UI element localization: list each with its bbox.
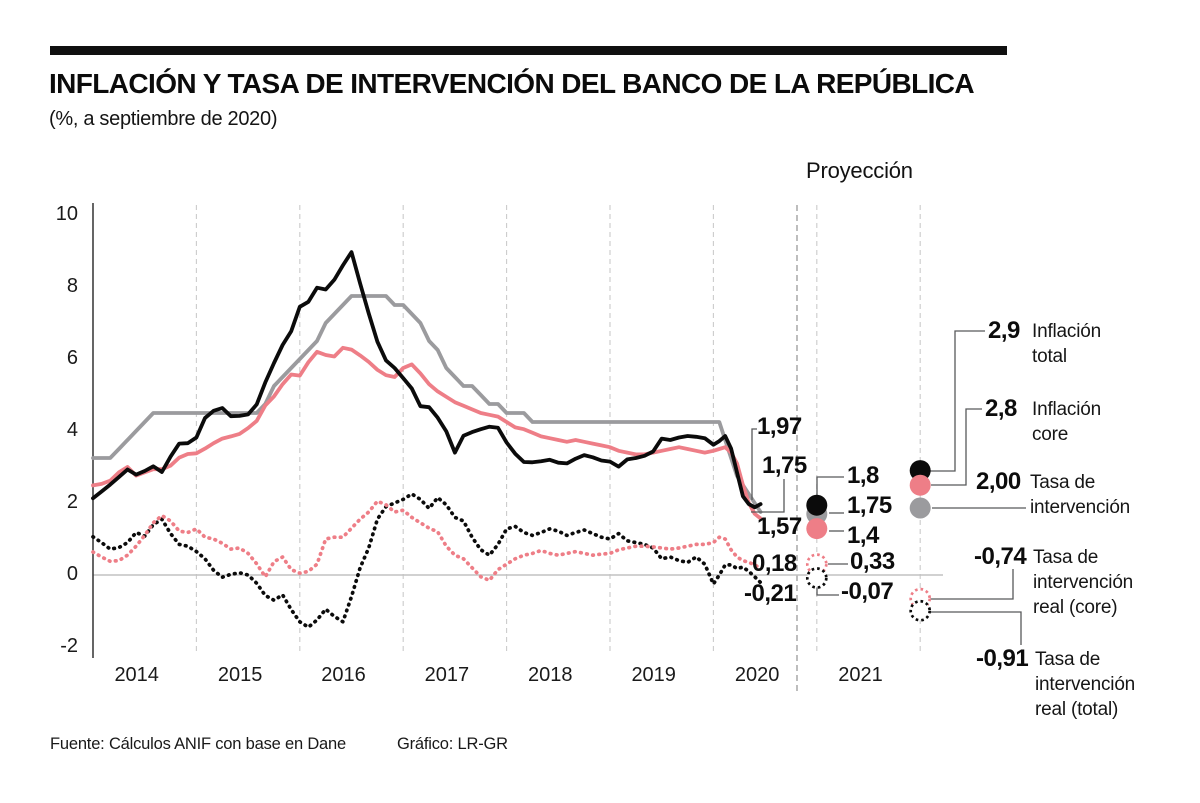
series-line-4 xyxy=(91,499,763,583)
callout-proy2021-tasa-intervencion: 2,00 xyxy=(976,468,1021,495)
callout-tasa-intervencion-actual: 1,75 xyxy=(762,452,807,479)
projection-marker-tasa xyxy=(909,497,931,519)
callout-connector xyxy=(751,428,757,500)
callout-proy2021-inflacion-total: 2,9 xyxy=(988,317,1020,344)
callout-connector xyxy=(751,479,785,513)
series-line-1 xyxy=(91,250,763,510)
x-tick-label-2021: 2021 xyxy=(838,664,883,686)
callout-inflacion-total-actual: 1,97 xyxy=(757,413,802,440)
projection-marker-total xyxy=(909,460,931,482)
projection-marker-real_total xyxy=(805,567,828,589)
y-tick-label: 6 xyxy=(66,347,78,369)
source-note: Fuente: Cálculos ANIF con base en Dane xyxy=(50,735,346,753)
callout-connector xyxy=(931,408,982,486)
callout-proy2021-tasa-real-core: -0,74 xyxy=(974,543,1027,570)
x-tick-label-2014: 2014 xyxy=(114,664,159,686)
credit-note: Gráfico: LR-GR xyxy=(397,735,508,753)
callout-proy2020-inflacion-total: 1,8 xyxy=(847,462,879,489)
y-tick-label: -2 xyxy=(60,635,78,657)
callout-proy2021-tasa-real-total: -0,91 xyxy=(976,645,1029,672)
projection-label: Proyección xyxy=(806,158,913,183)
y-tick-label: 4 xyxy=(66,419,78,441)
callout-connector xyxy=(816,476,844,496)
callout-proy2020-tasa-real-core: 0,33 xyxy=(850,548,895,575)
y-tick-label: 2 xyxy=(66,491,78,513)
legend-inflacion-core: Inflación core xyxy=(1032,399,1101,445)
projection-marker-total xyxy=(806,494,828,516)
x-tick-label-2015: 2015 xyxy=(217,664,263,686)
top-divider-bar xyxy=(50,46,1007,55)
callout-tasa-real-core-actual: 0,18 xyxy=(752,550,797,577)
y-tick-label: 10 xyxy=(55,203,78,225)
x-tick-label-2018: 2018 xyxy=(528,664,573,686)
callout-connector xyxy=(929,330,985,472)
legend-tasa-real-core: Tasa de intervención real (core) xyxy=(1033,547,1134,618)
legend-tasa-real-total: Tasa de intervención real (total) xyxy=(1035,649,1136,720)
y-tick-label: 8 xyxy=(66,275,78,297)
legend-tasa-intervencion: Tasa de intervención xyxy=(1030,472,1131,518)
y-tick-label: 0 xyxy=(66,563,78,585)
series-line-2 xyxy=(91,345,763,521)
callout-proy2021-inflacion-core: 2,8 xyxy=(985,395,1017,422)
x-tick-label-2017: 2017 xyxy=(424,664,470,686)
page-subtitle: (%, a septiembre de 2020) xyxy=(49,108,278,130)
callout-connector xyxy=(930,611,1022,645)
page-title: INFLACIÓN Y TASA DE INTERVENCIÓN DEL BAN… xyxy=(49,68,975,99)
projection-marker-core xyxy=(909,474,931,496)
callout-proy2020-tasa-real-total: -0,07 xyxy=(841,578,894,605)
x-tick-label-2020: 2020 xyxy=(734,664,780,686)
series-line-3 xyxy=(91,294,763,514)
callout-connector xyxy=(816,587,839,596)
x-tick-label-2019: 2019 xyxy=(631,664,676,686)
projection-marker-real_total xyxy=(909,599,932,622)
callout-tasa-real-total-actual: -0,21 xyxy=(744,580,797,607)
legend-inflacion-total: Inflación total xyxy=(1032,321,1101,367)
x-tick-label-2016: 2016 xyxy=(321,664,366,686)
callout-proy2020-tasa-intervencion: 1,75 xyxy=(847,492,892,519)
callout-inflacion-core-actual: 1,57 xyxy=(757,513,802,540)
callout-proy2020-inflacion-core: 1,4 xyxy=(847,522,879,549)
projection-marker-core xyxy=(806,518,828,540)
callout-connector xyxy=(930,569,1014,600)
series-line-5 xyxy=(91,492,763,630)
